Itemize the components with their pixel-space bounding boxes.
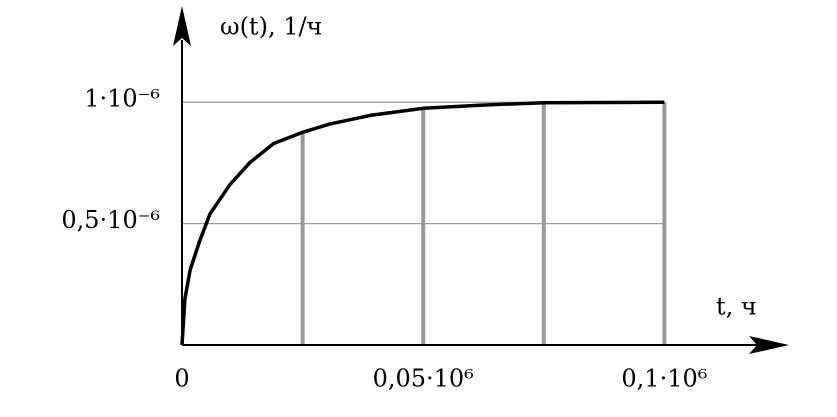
x-tick-label: 0: [174, 365, 189, 393]
line: [180, 100, 665, 346]
y-axis-arrow: [173, 6, 191, 46]
y-tick-label: 1·10⁻⁶: [84, 85, 160, 113]
x-tick-label: 0,1·10⁶: [621, 365, 707, 393]
y-tick-label: 0,5·10⁻⁶: [61, 206, 160, 234]
x-axis-arrow: [749, 336, 789, 354]
x-axis-label: t, ч: [716, 293, 757, 321]
y-axis-label: ω(t), 1/ч: [220, 13, 322, 41]
x-tick-label: 0,05·10⁶: [373, 365, 474, 393]
